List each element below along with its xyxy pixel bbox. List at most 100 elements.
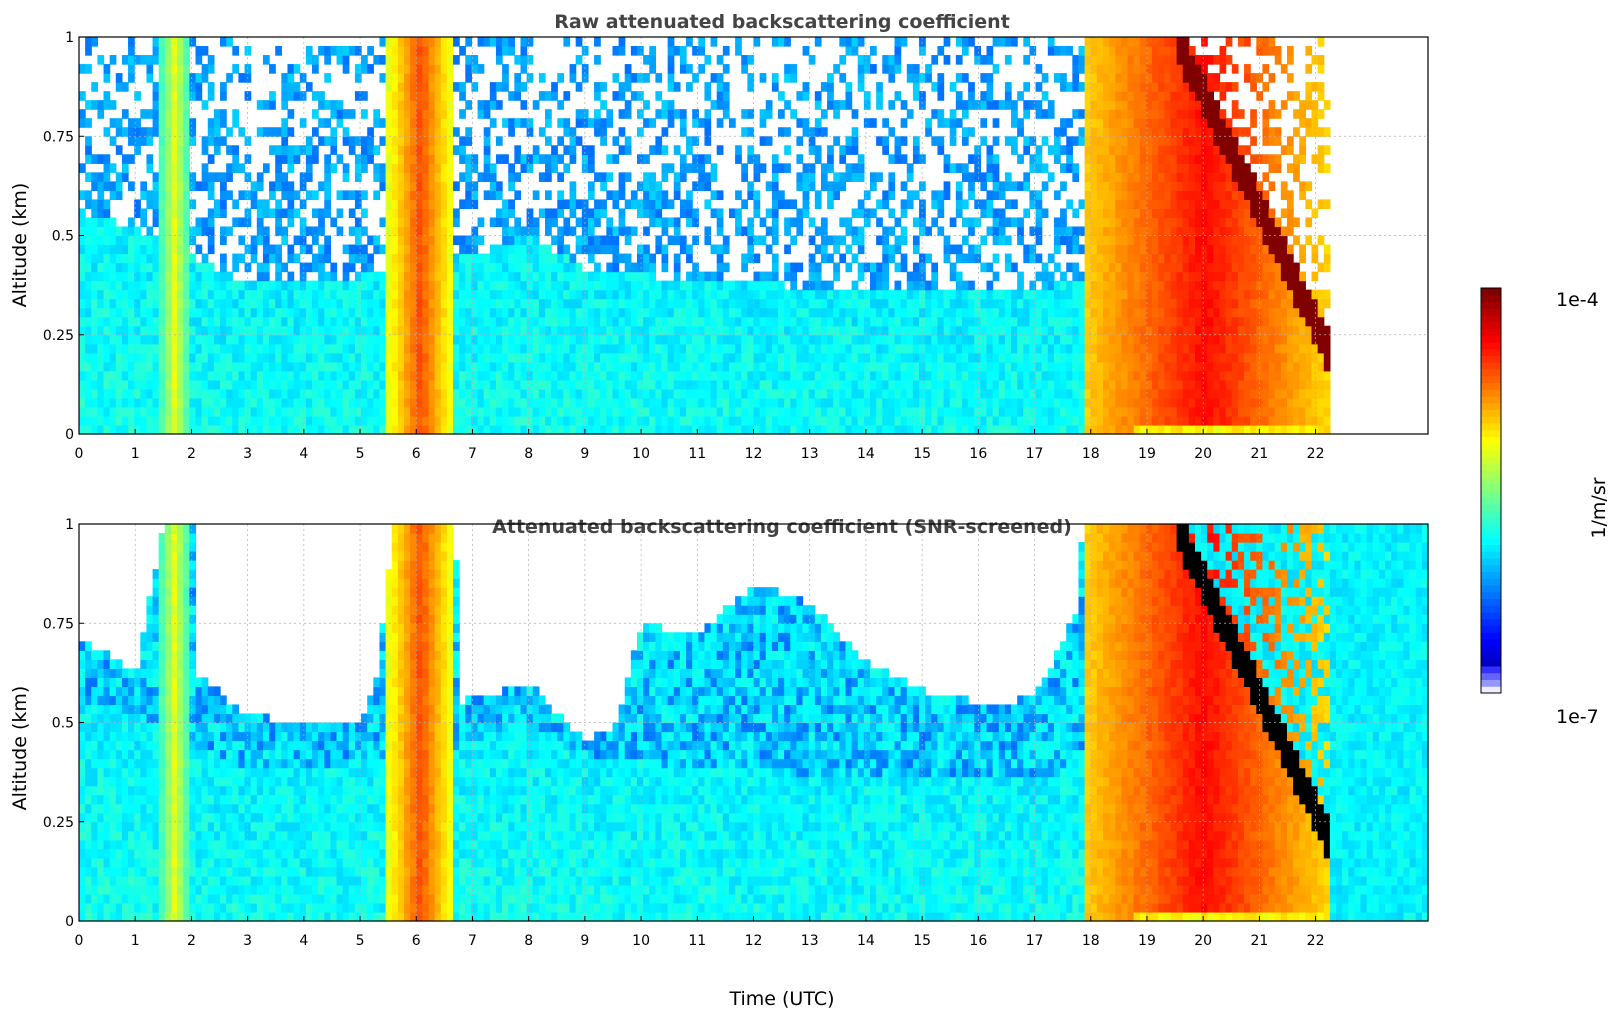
heatmap-cell [931, 271, 939, 282]
heatmap-cell [569, 325, 577, 336]
heatmap-cell [121, 316, 129, 327]
heatmap-cell [986, 289, 994, 300]
heatmap-cell [820, 289, 828, 300]
heatmap-cell [698, 397, 706, 408]
heatmap-cell [612, 397, 620, 408]
heatmap-cell [183, 415, 190, 426]
heatmap-cell [213, 109, 221, 119]
heatmap-cell [673, 262, 681, 273]
heatmap-cell [998, 352, 1006, 363]
heatmap-cell [152, 325, 160, 336]
heatmap-cell [716, 424, 724, 435]
heatmap-cell [931, 316, 939, 327]
heatmap-cell [833, 262, 840, 273]
heatmap-cell [532, 397, 540, 408]
heatmap-cell [747, 217, 755, 228]
heatmap-cell [330, 352, 338, 363]
heatmap-cell [606, 370, 614, 381]
heatmap-cell [152, 415, 160, 426]
heatmap-cell [520, 280, 528, 291]
heatmap-cell [293, 298, 301, 309]
heatmap-cell [704, 55, 712, 65]
heatmap-cell [802, 361, 810, 372]
heatmap-cell [863, 361, 871, 372]
heatmap-cell [912, 73, 920, 83]
heatmap-cell [778, 388, 785, 399]
heatmap-cell [557, 397, 565, 408]
heatmap-cell [667, 307, 675, 318]
heatmap-cell [704, 316, 712, 327]
heatmap-cell [410, 406, 417, 417]
heatmap-cell [716, 307, 724, 318]
heatmap-cell [269, 145, 276, 155]
heatmap-cell [170, 199, 178, 210]
heatmap-cell [716, 415, 724, 426]
heatmap-cell [275, 226, 282, 237]
heatmap-cell [520, 154, 528, 164]
heatmap-cell [103, 91, 111, 101]
heatmap-cell [1047, 145, 1055, 155]
heatmap-cell [784, 127, 791, 137]
heatmap-cell [1041, 262, 1049, 273]
heatmap-cell [538, 271, 546, 282]
heatmap-cell [882, 379, 889, 390]
heatmap-cell [465, 64, 473, 74]
heatmap-cell [305, 289, 313, 300]
heatmap-cell [97, 343, 105, 354]
heatmap-cell [833, 397, 840, 408]
heatmap-cell [655, 181, 663, 191]
heatmap-cell [109, 55, 117, 65]
heatmap-cell [287, 244, 295, 255]
heatmap-cell [532, 100, 540, 110]
heatmap-cell [851, 370, 859, 381]
heatmap-cell [753, 37, 761, 47]
heatmap-cell [189, 181, 197, 191]
heatmap-cell [882, 334, 889, 345]
heatmap-cell [716, 145, 724, 155]
heatmap-cell [397, 271, 405, 282]
heatmap-cell [275, 271, 282, 282]
heatmap-cell [882, 199, 889, 210]
heatmap-cell [637, 343, 644, 354]
heatmap-cell [367, 406, 374, 417]
heatmap-cell [710, 415, 718, 426]
heatmap-cell [790, 280, 798, 291]
heatmap-cell [183, 325, 190, 336]
heatmap-cell [600, 352, 607, 363]
heatmap-cell [220, 136, 227, 146]
heatmap-cell [109, 190, 117, 201]
heatmap-cell [851, 289, 859, 300]
heatmap-cell [532, 388, 540, 399]
heatmap-cell [238, 163, 246, 173]
heatmap-cell [545, 91, 552, 101]
heatmap-cell [581, 334, 589, 345]
heatmap-cell [790, 361, 798, 372]
heatmap-cell [403, 253, 411, 264]
heatmap-cell [661, 226, 669, 237]
heatmap-cell [906, 172, 914, 182]
heatmap-cell [594, 208, 601, 219]
heatmap-cell [955, 73, 963, 83]
heatmap-cell [667, 46, 675, 56]
heatmap-cell [747, 307, 755, 318]
heatmap-cell [814, 298, 822, 309]
heatmap-cell [1017, 334, 1024, 345]
heatmap-cell [882, 343, 889, 354]
heatmap-cell [716, 361, 724, 372]
heatmap-cell [269, 190, 276, 201]
heatmap-cell [373, 334, 381, 345]
heatmap-cell [152, 424, 160, 435]
heatmap-cell [710, 208, 718, 219]
heatmap-cell [630, 91, 638, 101]
heatmap-cell [796, 307, 804, 318]
heatmap-cell [630, 352, 638, 363]
heatmap-cell [152, 208, 160, 219]
heatmap-cell [808, 181, 816, 191]
heatmap-cell [109, 415, 117, 426]
heatmap-cell [385, 190, 393, 201]
heatmap-cell [134, 289, 141, 300]
heatmap-cell [189, 253, 197, 264]
heatmap-cell [128, 415, 135, 426]
heatmap-cell [771, 334, 779, 345]
heatmap-cell [385, 307, 393, 318]
